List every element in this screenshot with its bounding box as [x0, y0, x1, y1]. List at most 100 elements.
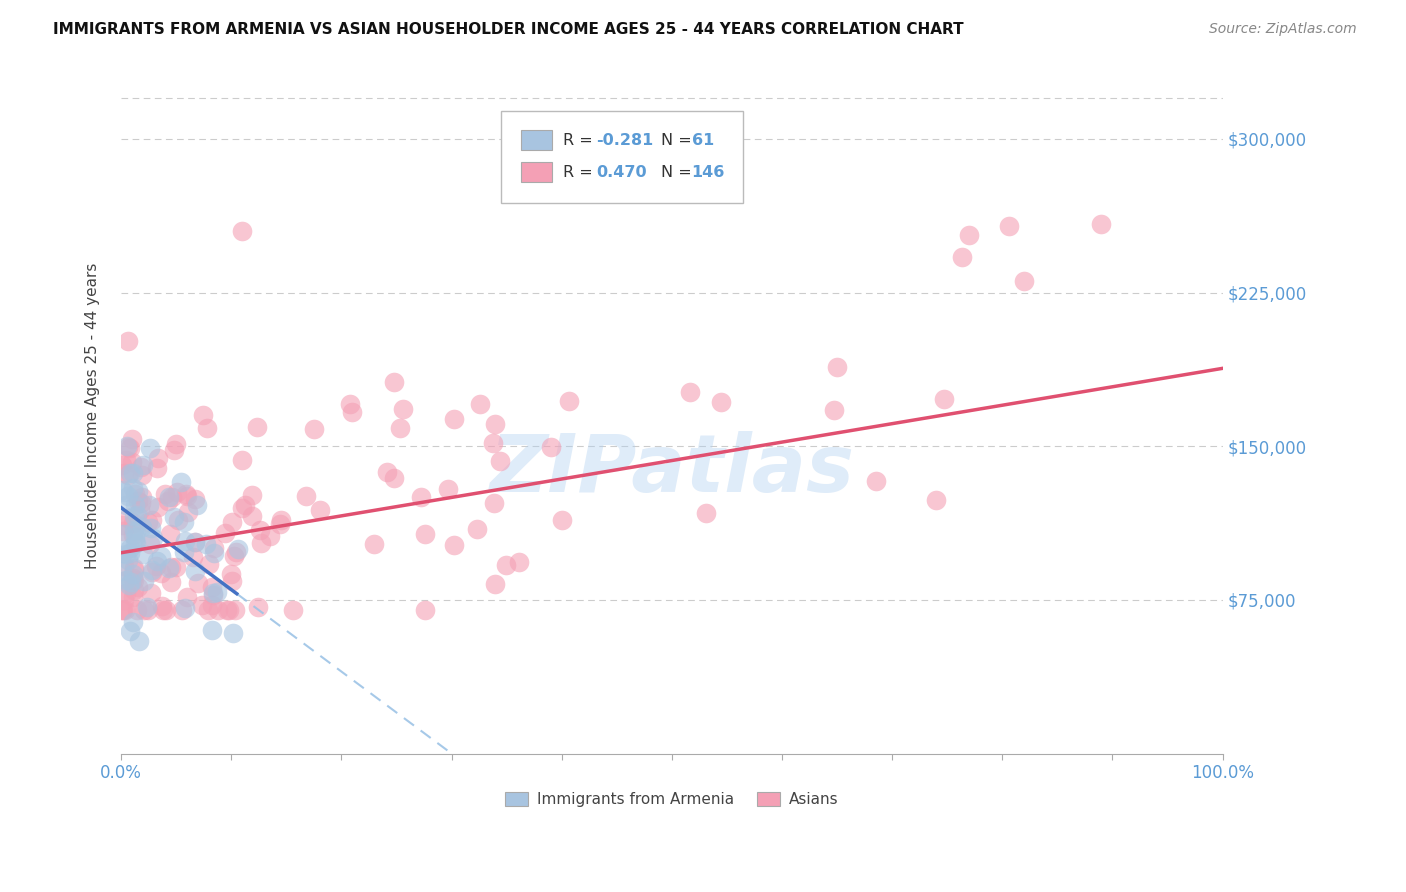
Text: R =: R = — [562, 133, 598, 148]
Point — [120, 466, 142, 480]
Point — [409, 491, 432, 505]
Point — [207, 603, 229, 617]
Point — [865, 474, 887, 488]
Point — [111, 483, 134, 498]
Point — [146, 461, 169, 475]
Point — [231, 452, 253, 467]
Point — [1012, 274, 1035, 288]
Point — [128, 633, 150, 648]
Point — [249, 536, 271, 550]
Point — [122, 615, 145, 630]
Point — [131, 520, 153, 534]
Point — [121, 481, 143, 495]
Point — [710, 394, 733, 409]
Point — [484, 417, 506, 431]
Text: N =: N = — [661, 133, 697, 148]
Point — [122, 508, 145, 523]
Point — [122, 528, 145, 542]
Point — [181, 550, 204, 565]
Point — [191, 408, 214, 422]
Point — [112, 485, 135, 500]
Y-axis label: Householder Income Ages 25 - 44 years: Householder Income Ages 25 - 44 years — [86, 262, 100, 569]
Point — [120, 541, 142, 555]
Point — [231, 500, 253, 515]
Point — [1090, 218, 1112, 232]
Point — [201, 598, 224, 612]
Point — [127, 484, 149, 499]
Point — [259, 529, 281, 543]
Point — [201, 581, 224, 595]
Point — [122, 573, 145, 587]
Point — [125, 524, 148, 538]
Point — [141, 563, 163, 577]
Point — [221, 515, 243, 529]
Point — [309, 503, 332, 517]
Point — [201, 588, 224, 602]
Point — [437, 482, 460, 496]
Point — [392, 402, 415, 417]
Point — [112, 466, 135, 480]
Point — [120, 574, 142, 589]
Point — [122, 567, 145, 582]
Point — [184, 492, 207, 507]
Point — [231, 223, 253, 237]
Point — [925, 492, 948, 507]
Point — [339, 397, 361, 411]
Point — [304, 422, 326, 436]
Point — [125, 603, 148, 617]
Point — [155, 603, 177, 617]
Point — [122, 466, 145, 480]
Point — [218, 603, 240, 617]
Point — [225, 545, 247, 559]
Point — [176, 490, 198, 504]
Text: 0.470: 0.470 — [596, 165, 647, 179]
Point — [249, 523, 271, 537]
Point — [150, 566, 173, 580]
Point — [413, 603, 436, 617]
Point — [129, 496, 152, 510]
Point — [176, 487, 198, 501]
Point — [136, 515, 159, 529]
Point — [117, 577, 139, 591]
Point — [382, 471, 405, 485]
Text: 146: 146 — [692, 165, 725, 179]
Point — [117, 553, 139, 567]
Point — [139, 537, 162, 551]
Point — [163, 510, 186, 524]
Point — [111, 603, 134, 617]
Point — [120, 546, 142, 560]
Point — [184, 564, 207, 578]
Point — [150, 549, 173, 563]
Point — [165, 436, 187, 450]
Point — [114, 585, 136, 599]
Point — [132, 458, 155, 473]
Point — [117, 439, 139, 453]
Point — [115, 573, 138, 587]
Point — [117, 489, 139, 503]
Point — [240, 488, 263, 502]
Point — [118, 624, 141, 638]
Point — [139, 441, 162, 455]
Point — [157, 491, 180, 505]
Point — [111, 603, 134, 617]
Point — [375, 466, 398, 480]
Text: N =: N = — [661, 165, 697, 179]
Point — [153, 487, 176, 501]
Point — [157, 494, 180, 508]
Point — [117, 468, 139, 483]
Point — [139, 586, 162, 600]
Point — [141, 565, 163, 579]
Point — [465, 522, 488, 536]
Point — [823, 402, 845, 417]
Point — [932, 392, 955, 407]
Point — [117, 440, 139, 454]
Point — [363, 537, 385, 551]
Point — [226, 541, 249, 556]
Point — [124, 536, 146, 550]
FancyBboxPatch shape — [522, 162, 551, 182]
Point — [160, 575, 183, 590]
Point — [202, 586, 225, 600]
FancyBboxPatch shape — [522, 130, 551, 151]
Point — [540, 440, 562, 454]
Point — [174, 601, 197, 615]
